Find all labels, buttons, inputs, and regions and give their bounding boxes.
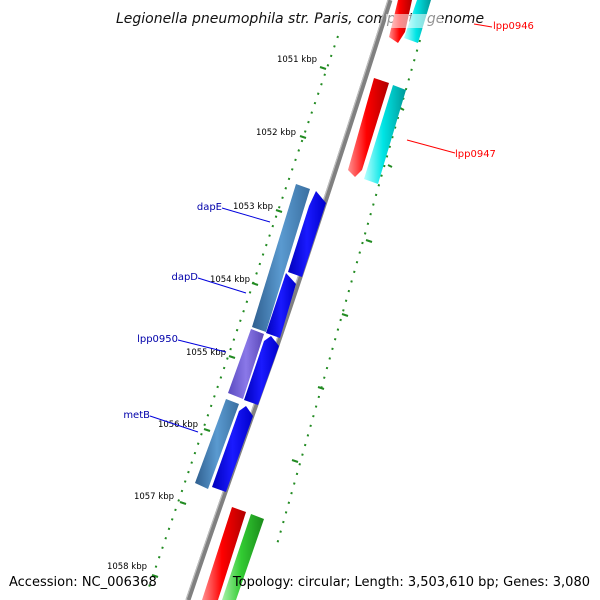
tick-label: 1053 kbp: [233, 202, 273, 212]
tick-guide-outer: [147, 35, 339, 591]
gene-label-lpp0946[interactable]: lpp0946: [493, 21, 534, 32]
gene-metB-cds[interactable]: [212, 406, 253, 492]
leader-metB: [149, 415, 199, 433]
tick-mark: [319, 66, 327, 70]
inner-tick-mark: [387, 164, 393, 168]
gene-dapE-cds[interactable]: [288, 191, 326, 277]
gene-lpp0950-cds[interactable]: [244, 336, 279, 405]
gene-lpp0950[interactable]: [228, 329, 264, 399]
leader-lpp0946: [473, 23, 493, 28]
tick-mark: [251, 282, 259, 286]
label-box-lpp0946: [386, 14, 442, 28]
gene-lpp0947[interactable]: [348, 78, 389, 177]
gene-dapE[interactable]: [252, 184, 310, 332]
gene-labels: lpp0946 lpp0947 dapE dapD lpp0950 metB: [123, 21, 534, 421]
genome-summary-text: Topology: circular; Length: 3,503,610 bp…: [232, 575, 590, 590]
gene-label-lpp0947[interactable]: lpp0947: [455, 149, 496, 160]
tick-mark: [151, 574, 159, 578]
gene-label-dapD[interactable]: dapD: [171, 272, 198, 283]
tick-label: 1058 kbp: [107, 562, 147, 572]
reverse-genes: [195, 184, 326, 492]
inner-tick-marks: [291, 107, 405, 463]
inner-tick-mark: [341, 313, 349, 317]
inner-tick-mark: [317, 386, 325, 390]
tick-label: 1051 kbp: [277, 55, 317, 65]
tick-mark: [228, 355, 236, 359]
gene-lpp0947-cds[interactable]: [364, 85, 406, 184]
leader-dapD: [197, 277, 247, 294]
inner-tick-mark: [291, 459, 299, 463]
gene-metB[interactable]: [195, 399, 239, 489]
gene-label-lpp0950[interactable]: lpp0950: [137, 334, 178, 345]
tick-label: 1057 kbp: [134, 492, 174, 502]
tick-mark: [203, 428, 211, 432]
gene-bottom-green[interactable]: [222, 514, 264, 600]
tick-label: 1052 kbp: [256, 128, 296, 138]
tick-label: 1055 kbp: [186, 348, 226, 358]
leader-lpp0950: [177, 339, 227, 353]
tick-mark: [299, 135, 307, 139]
leader-dapE: [221, 207, 271, 223]
gene-label-metB[interactable]: metB: [123, 410, 150, 421]
forward-genes: [202, 0, 442, 600]
tick-guide-inner: [275, 39, 421, 549]
tick-marks: [151, 66, 327, 578]
gene-label-dapE[interactable]: dapE: [197, 202, 222, 213]
tick-mark: [275, 209, 283, 213]
gene-bottom-red[interactable]: [202, 507, 246, 600]
genome-backbone: [185, 0, 393, 600]
label-leaders: [149, 23, 493, 433]
inner-tick-mark: [399, 107, 405, 111]
tick-label: 1054 kbp: [210, 275, 250, 285]
gene-dapD-cds[interactable]: [266, 273, 296, 338]
inner-tick-mark: [365, 239, 373, 243]
leader-lpp0947: [406, 139, 456, 154]
tick-mark: [179, 501, 187, 505]
accession-text: Accession: NC_006368: [9, 575, 157, 590]
